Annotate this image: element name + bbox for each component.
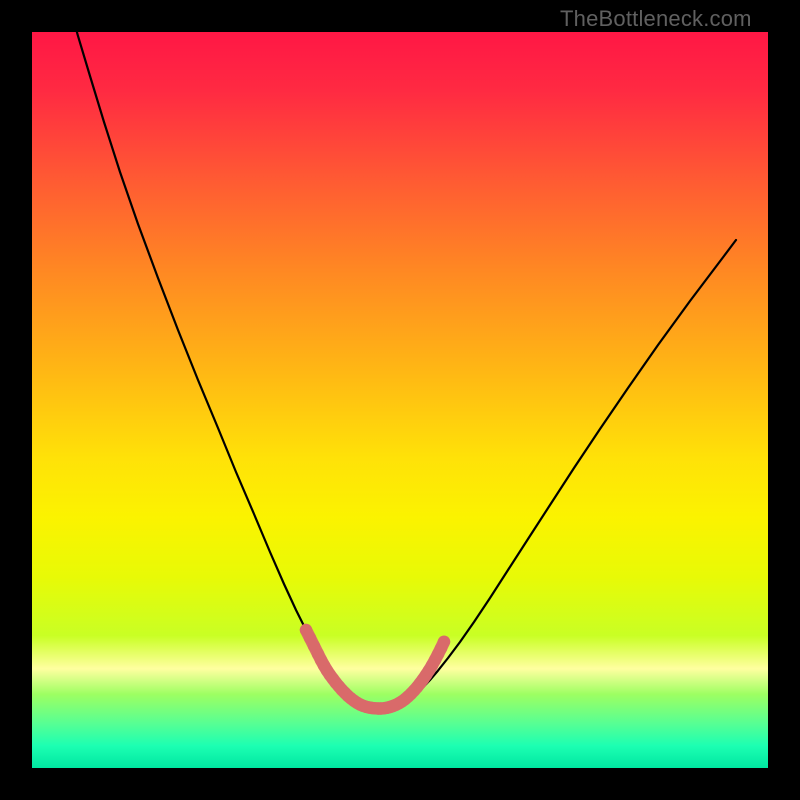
plot-area	[32, 32, 768, 768]
gradient-background	[32, 32, 768, 768]
chart-frame: TheBottleneck.com	[0, 0, 800, 800]
watermark-text: TheBottleneck.com	[560, 6, 752, 32]
chart-svg	[32, 32, 768, 768]
